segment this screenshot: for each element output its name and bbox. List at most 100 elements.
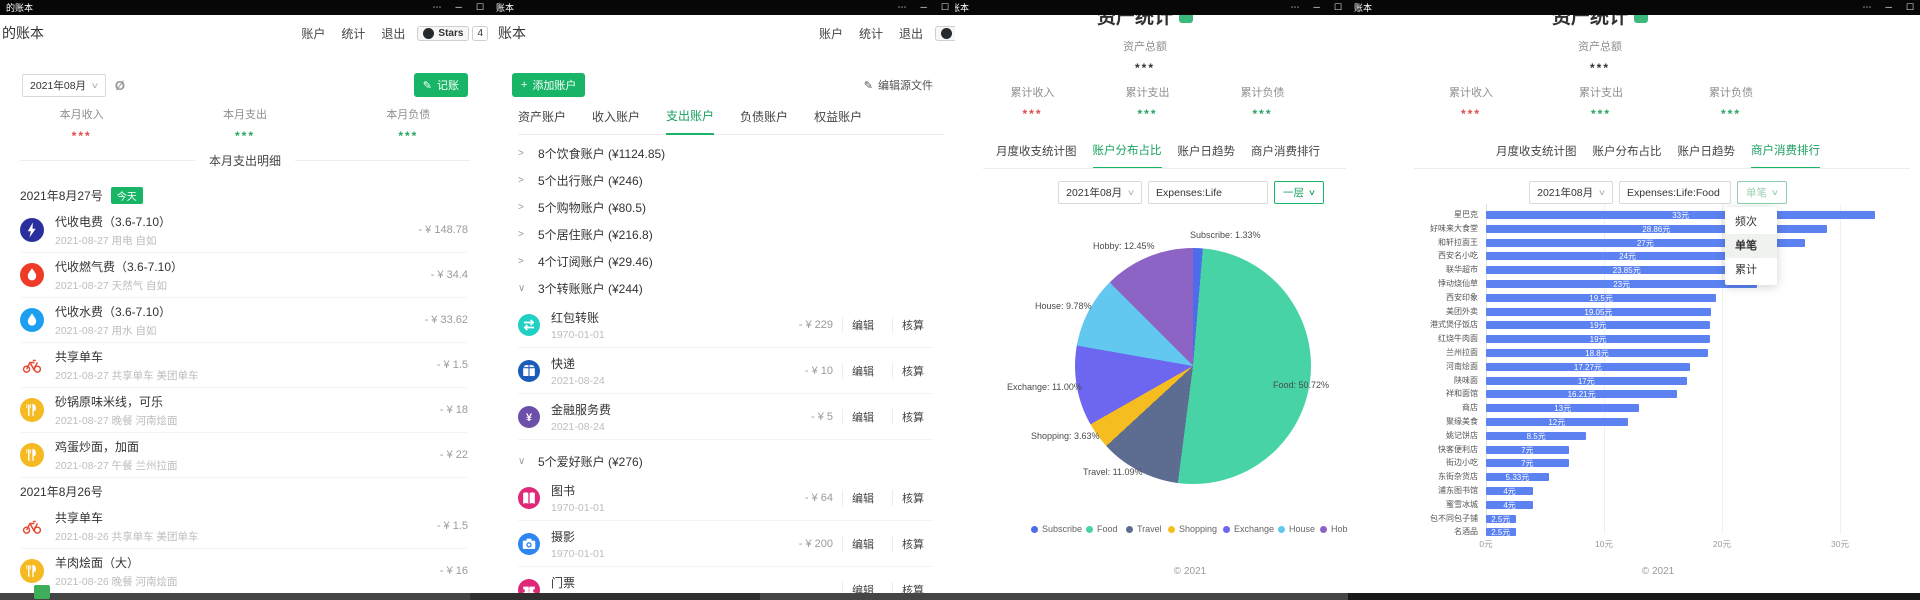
transaction-row[interactable]: 共享单车 2021-08-26 共享单车 美团单车 - ¥ 1.5 xyxy=(20,504,468,549)
nav-statistics[interactable]: 统计 xyxy=(858,26,883,41)
nav-statistics[interactable]: 统计 xyxy=(341,26,366,41)
window-minimize-icon[interactable]: ─ xyxy=(1313,2,1320,12)
account-group[interactable]: >8个饮食账户 (¥1124.85) xyxy=(518,140,933,167)
window-minimize-icon[interactable]: ─ xyxy=(1885,2,1892,12)
bar[interactable] xyxy=(1486,390,1678,399)
month-select[interactable]: 2021年08月 ∨ xyxy=(1529,181,1614,204)
account-group[interactable]: >5个购物账户 (¥80.5) xyxy=(518,194,933,221)
tab-负债账户[interactable]: 负债账户 xyxy=(740,110,789,124)
edit-link[interactable]: 编辑 xyxy=(842,316,883,333)
bar[interactable] xyxy=(1486,431,1587,440)
legend-item-food[interactable]: Food xyxy=(1086,524,1118,534)
tab-账户分布占比[interactable]: 账户分布占比 xyxy=(1092,142,1162,169)
window-more-icon[interactable]: ⋯ xyxy=(432,2,442,12)
audit-link[interactable]: 核算 xyxy=(892,362,933,379)
transaction-row[interactable]: 共享单车 2021-08-27 共享单车 美团单车 - ¥ 1.5 xyxy=(20,343,468,388)
bar[interactable] xyxy=(1486,418,1628,426)
account-row[interactable]: 摄影 1970-01-01 - ¥ 200 编辑 核算 xyxy=(518,521,933,567)
taskbar-app-icon[interactable] xyxy=(34,585,50,599)
bar[interactable] xyxy=(1486,500,1534,509)
account-row[interactable]: 快递 2021-08-24 - ¥ 10 编辑 核算 xyxy=(518,348,933,394)
transaction-row[interactable]: 代收电费（3.6-7.10） 2021-08-27 用电 自如 - ¥ 148.78 xyxy=(20,208,468,253)
legend-item-hobby[interactable]: Hobby xyxy=(1320,524,1348,534)
edit-link[interactable]: 编辑 xyxy=(842,362,883,379)
bar[interactable] xyxy=(1486,349,1708,357)
github-stars-button[interactable]: Stars xyxy=(417,25,470,41)
window-minimize-icon[interactable]: ─ xyxy=(455,2,462,12)
account-row[interactable]: ¥ 金融服务费 2021-08-24 - ¥ 5 编辑 核算 xyxy=(518,394,933,440)
pie-chart[interactable] xyxy=(1075,248,1311,484)
edit-link[interactable]: 编辑 xyxy=(842,535,883,552)
account-group[interactable]: ∨ 3个转账账户 (¥244) xyxy=(518,275,933,302)
tab-账户日趋势[interactable]: 账户日趋势 xyxy=(1177,146,1236,158)
account-filter-input[interactable]: Expenses:Life xyxy=(1148,181,1269,204)
tab-月度收支统计图[interactable]: 月度收支统计图 xyxy=(996,146,1077,158)
window-more-icon[interactable]: ⋯ xyxy=(897,2,907,12)
transaction-row[interactable]: 砂锅原味米线，可乐 2021-08-27 晚餐 河南烩面 - ¥ 18 xyxy=(20,388,468,433)
window-maximize-icon[interactable]: ☐ xyxy=(1905,2,1914,12)
tab-权益账户[interactable]: 权益账户 xyxy=(814,110,863,124)
window-maximize-icon[interactable]: ☐ xyxy=(1333,2,1342,12)
account-row[interactable]: 图书 1970-01-01 - ¥ 64 编辑 核算 xyxy=(518,475,933,521)
bar[interactable] xyxy=(1486,280,1758,288)
window-minimize-icon[interactable]: ─ xyxy=(920,2,927,12)
legend-item-subscribe[interactable]: Subscribe xyxy=(1031,524,1082,534)
bar[interactable] xyxy=(1486,514,1516,523)
window-more-icon[interactable]: ⋯ xyxy=(1290,2,1300,12)
legend-item-house[interactable]: House xyxy=(1278,524,1315,534)
bar[interactable] xyxy=(1486,487,1534,495)
tab-资产账户[interactable]: 资产账户 xyxy=(518,110,567,124)
transaction-row[interactable]: 代收水费（3.6-7.10） 2021-08-27 用水 自如 - ¥ 33.62 xyxy=(20,298,468,343)
bar[interactable] xyxy=(1486,224,1827,233)
legend-item-travel[interactable]: Travel xyxy=(1126,524,1162,534)
bar[interactable] xyxy=(1486,528,1516,537)
bar[interactable] xyxy=(1486,459,1569,468)
level-button[interactable]: 一层 ∨ xyxy=(1274,181,1324,204)
bar[interactable] xyxy=(1486,252,1770,261)
bar[interactable] xyxy=(1486,238,1805,247)
audit-link[interactable]: 核算 xyxy=(892,535,933,552)
tab-支出账户[interactable]: 支出账户 xyxy=(666,107,715,135)
mode-option-累计[interactable]: 累计 xyxy=(1735,264,1757,276)
edit-link[interactable]: 编辑 xyxy=(842,581,883,594)
edit-source-link[interactable]: ✎ 编辑源文件 xyxy=(864,77,933,93)
bar[interactable] xyxy=(1486,362,1690,371)
audit-link[interactable]: 核算 xyxy=(892,408,933,425)
tab-收入账户[interactable]: 收入账户 xyxy=(592,110,641,124)
hide-amounts-icon[interactable]: Ø xyxy=(114,77,126,93)
month-select[interactable]: 2021年08月 ∨ xyxy=(22,73,106,97)
record-button[interactable]: ✎ 记账 xyxy=(413,73,468,97)
tab-月度收支统计图[interactable]: 月度收支统计图 xyxy=(1496,146,1577,158)
account-group[interactable]: >5个出行账户 (¥246) xyxy=(518,167,933,194)
window-maximize-icon[interactable]: ☐ xyxy=(940,2,949,12)
month-select[interactable]: 2021年08月 ∨ xyxy=(1058,181,1143,204)
bar[interactable] xyxy=(1486,376,1687,385)
bar[interactable] xyxy=(1486,307,1711,316)
audit-link[interactable]: 核算 xyxy=(892,489,933,506)
bar[interactable] xyxy=(1486,321,1711,330)
bar[interactable] xyxy=(1486,293,1717,302)
bar[interactable] xyxy=(1486,445,1569,454)
taskbar[interactable] xyxy=(0,593,1920,600)
mode-option-频次[interactable]: 频次 xyxy=(1735,216,1757,228)
edit-link[interactable]: 编辑 xyxy=(842,489,883,506)
bar[interactable] xyxy=(1486,404,1640,413)
account-row[interactable]: 红包转账 1970-01-01 - ¥ 229 编辑 核算 xyxy=(518,302,933,348)
nav-logout[interactable]: 退出 xyxy=(381,26,406,41)
github-stars-button[interactable]: Stars xyxy=(934,25,955,41)
account-group[interactable]: >4个订阅账户 (¥29.46) xyxy=(518,248,933,275)
audit-link[interactable]: 核算 xyxy=(892,581,933,594)
nav-accounts[interactable]: 账户 xyxy=(301,26,326,41)
account-group[interactable]: ∨ 5个爱好账户 (¥276) xyxy=(518,448,933,475)
nav-logout[interactable]: 退出 xyxy=(898,26,923,41)
window-more-icon[interactable]: ⋯ xyxy=(1862,2,1872,12)
window-maximize-icon[interactable]: ☐ xyxy=(475,2,484,12)
edit-link[interactable]: 编辑 xyxy=(842,408,883,425)
tab-账户日趋势[interactable]: 账户日趋势 xyxy=(1677,146,1736,158)
bar[interactable] xyxy=(1486,335,1711,344)
mode-option-单笔[interactable]: 单笔 xyxy=(1725,234,1777,258)
audit-link[interactable]: 核算 xyxy=(892,316,933,333)
tab-账户分布占比[interactable]: 账户分布占比 xyxy=(1592,146,1662,158)
legend-item-exchange[interactable]: Exchange xyxy=(1223,524,1274,534)
